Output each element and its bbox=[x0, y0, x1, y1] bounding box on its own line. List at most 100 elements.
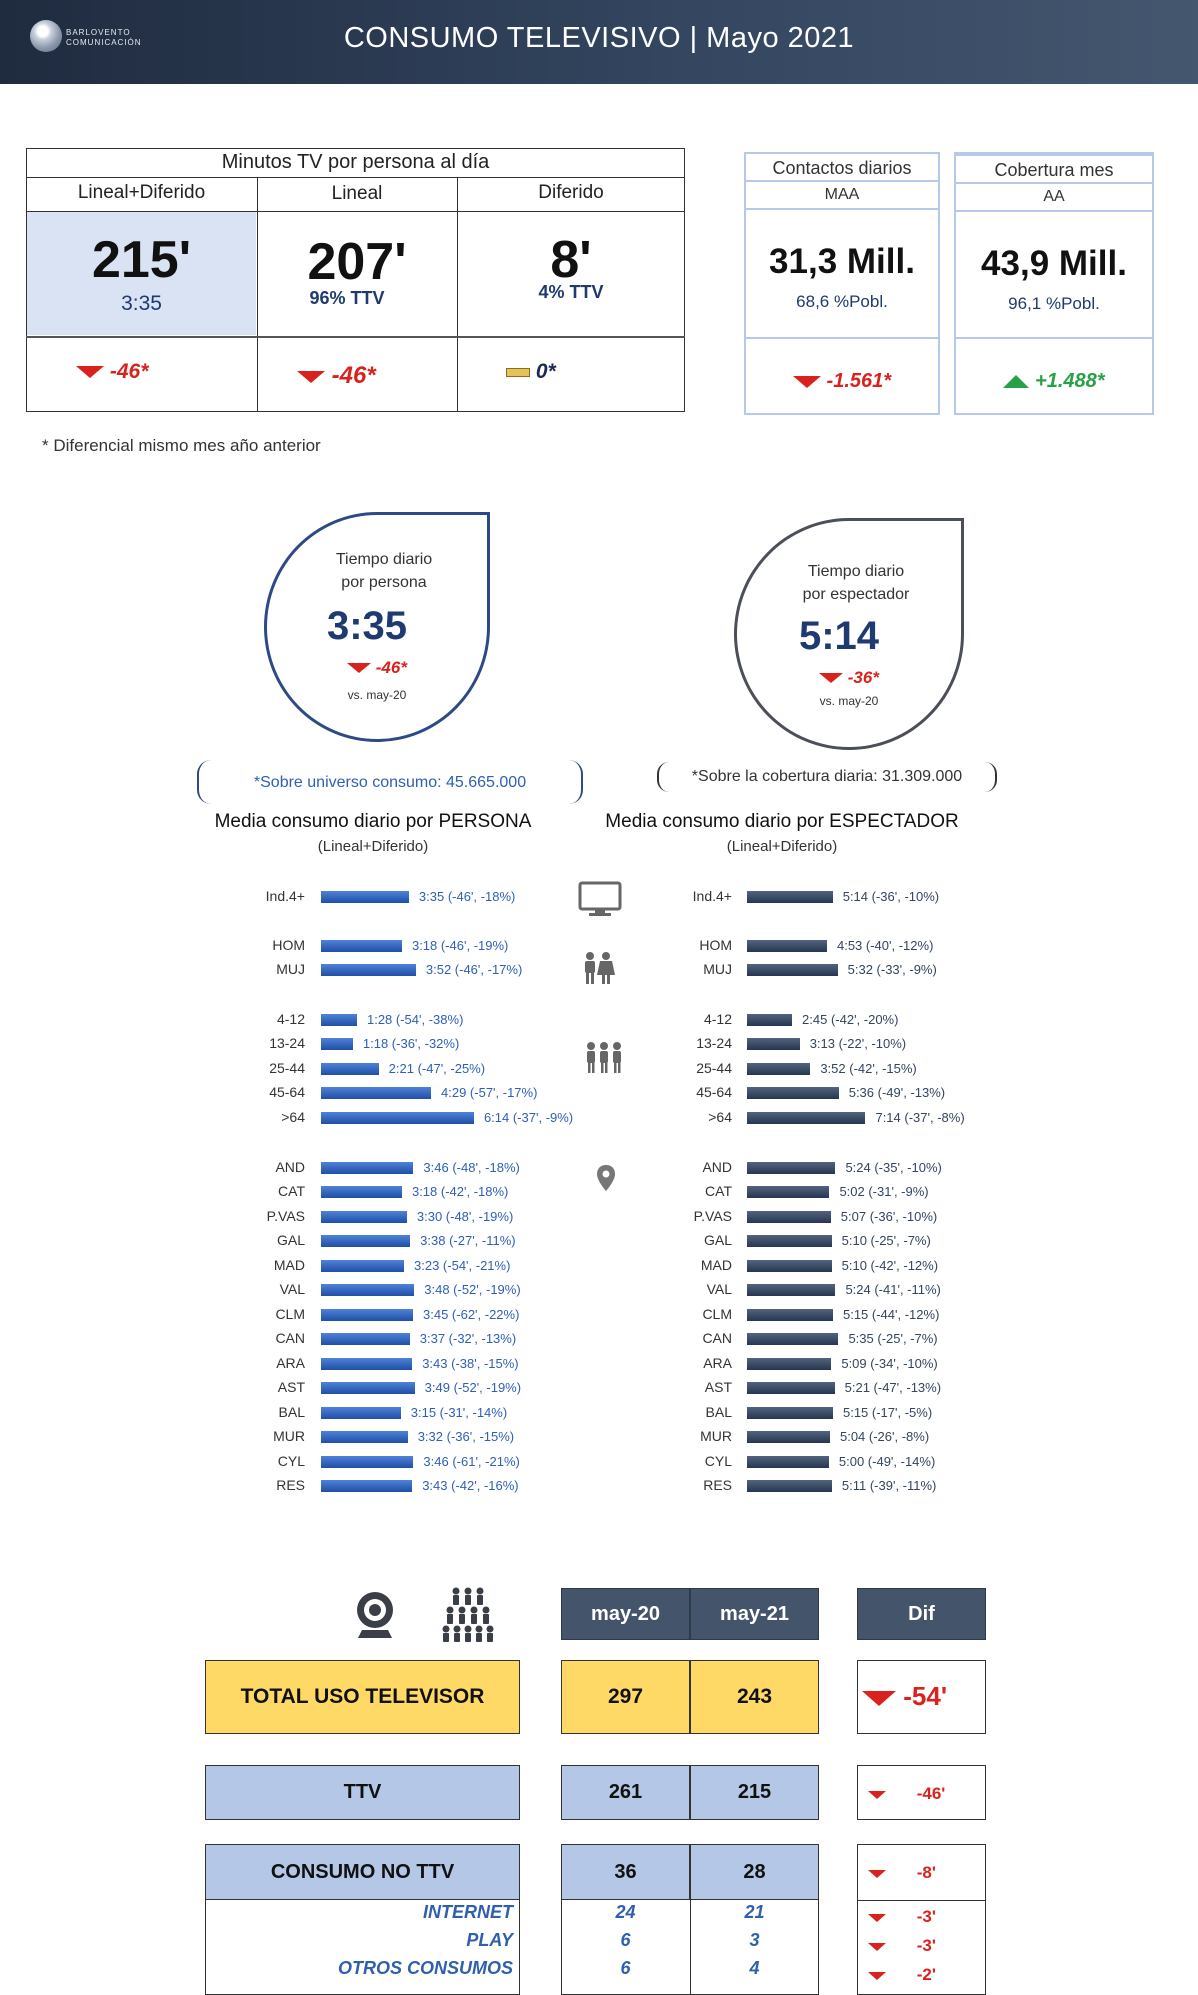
espectador-bar bbox=[747, 1235, 832, 1247]
persona-bar-value: 3:46 (-61', -21%) bbox=[423, 1454, 520, 1469]
persona-bar-label: CAN bbox=[275, 1330, 305, 1346]
espectador-bar-label: CYL bbox=[704, 1453, 732, 1469]
persona-bar bbox=[321, 1087, 432, 1099]
diff-text: -3' bbox=[916, 1936, 936, 1955]
value-lineal: 207' bbox=[307, 233, 407, 291]
col-divider bbox=[457, 177, 458, 412]
drop-espectador-line1: Tiempo diario bbox=[807, 563, 905, 580]
down-arrow-icon bbox=[347, 663, 372, 673]
otros-may20: 6 bbox=[620, 1958, 631, 1978]
play-may21: 3 bbox=[749, 1930, 760, 1950]
espectador-bar-value: 5:24 (-35', -10%) bbox=[845, 1160, 942, 1175]
chart-persona-title: Media consumo diario por PERSONA bbox=[214, 811, 532, 832]
globe-icon bbox=[30, 20, 62, 52]
espectador-bar-value: 5:02 (-31', -9%) bbox=[839, 1184, 929, 1199]
espectador-bar bbox=[747, 1407, 833, 1419]
persona-bar-label: MAD bbox=[273, 1257, 305, 1273]
persona-bar-value: 3:43 (-38', -15%) bbox=[422, 1356, 519, 1371]
persona-bar-label: 4-12 bbox=[276, 1011, 305, 1027]
drop-persona bbox=[264, 512, 490, 742]
otros-label: OTROS CONSUMOS bbox=[337, 1958, 513, 1978]
total-label: TOTAL USO TELEVISOR bbox=[205, 1660, 520, 1734]
col-divider bbox=[257, 177, 258, 412]
cobertura-title: Cobertura mes bbox=[954, 154, 1154, 184]
espectador-bar-value: 5:21 (-47', -13%) bbox=[844, 1380, 942, 1395]
diff-text: +1.488* bbox=[1035, 370, 1105, 392]
persona-bar-value: 3:45 (-62', -22%) bbox=[423, 1307, 520, 1322]
espectador-bar-label: GAL bbox=[703, 1232, 732, 1248]
persona-bar-label: 13-24 bbox=[269, 1035, 305, 1051]
persona-bar bbox=[321, 1235, 411, 1247]
chart-espectador-subtitle: (Lineal+Diferido) bbox=[726, 838, 838, 855]
persona-bar bbox=[321, 1186, 402, 1198]
espectador-bar-label: CLM bbox=[702, 1306, 732, 1322]
espectador-bar-value: 5:14 (-36', -10%) bbox=[842, 889, 940, 904]
diff-text: -46* bbox=[109, 360, 149, 383]
drop-espectador-line2: por espectador bbox=[802, 586, 910, 603]
espectador-bar-label: RES bbox=[703, 1477, 732, 1493]
espectador-bar-value: 5:35 (-25', -7%) bbox=[848, 1331, 938, 1346]
diff-lineal: -46* bbox=[297, 362, 376, 390]
value-lineal-diferido: 215' bbox=[91, 231, 192, 289]
drop-persona-vs: vs. may-20 bbox=[347, 688, 407, 702]
internet-may21: 21 bbox=[744, 1902, 765, 1922]
espectador-bar bbox=[747, 1382, 835, 1394]
persona-bar bbox=[321, 1112, 474, 1124]
persona-bar bbox=[321, 1480, 413, 1492]
persona-bar-label: Ind.4+ bbox=[265, 888, 305, 904]
persona-bar-value: 3:49 (-52', -19%) bbox=[424, 1380, 522, 1395]
diff-text: -2' bbox=[916, 1965, 936, 1984]
down-arrow-icon bbox=[868, 1870, 886, 1878]
total-may20: 297 bbox=[561, 1660, 690, 1734]
persona-bar-value: 3:43 (-42', -16%) bbox=[422, 1478, 519, 1493]
espectador-bar-value: 5:15 (-17', -5%) bbox=[842, 1405, 933, 1420]
otros-may21: 4 bbox=[749, 1958, 760, 1978]
persona-bar bbox=[321, 1309, 414, 1321]
header-dif: Dif bbox=[857, 1588, 986, 1640]
sub-lineal: 96% TTV bbox=[309, 288, 385, 308]
head-line bbox=[26, 211, 685, 212]
espectador-bar-label: P.VAS bbox=[693, 1208, 732, 1224]
espectador-bar-value: 5:07 (-36', -10%) bbox=[840, 1209, 938, 1224]
persona-bar-value: 3:18 (-42', -18%) bbox=[411, 1184, 509, 1199]
persona-bar-value: 4:29 (-57', -17%) bbox=[441, 1085, 538, 1100]
espectador-bar-value: 5:00 (-49', -14%) bbox=[838, 1454, 936, 1469]
down-arrow-icon bbox=[868, 1914, 886, 1922]
ttv-may21: 215 bbox=[690, 1765, 819, 1820]
sub-rows-mid-divider bbox=[690, 1899, 691, 1995]
persona-bar-value: 1:28 (-54', -38%) bbox=[366, 1012, 464, 1027]
drop-espectador-vs: vs. may-20 bbox=[819, 694, 879, 708]
down-arrow-icon bbox=[868, 1972, 886, 1980]
espectador-bar bbox=[747, 1087, 839, 1099]
espectador-bar-label: 13-24 bbox=[696, 1035, 732, 1051]
persona-bar-value: 2:21 (-47', -25%) bbox=[388, 1061, 486, 1076]
espectador-bar-label: 45-64 bbox=[696, 1084, 732, 1100]
play-dif: -3' bbox=[868, 1936, 936, 1956]
persona-bar-value: 3:38 (-27', -11%) bbox=[420, 1233, 516, 1248]
espectador-bar-value: 5:11 (-39', -11%) bbox=[841, 1478, 937, 1493]
persona-bar-label: HOM bbox=[272, 937, 305, 953]
espectador-bar-value: 5:04 (-26', -8%) bbox=[839, 1429, 930, 1444]
diff-lineal-diferido: -46* bbox=[76, 360, 148, 384]
contactos-sub: MAA bbox=[744, 180, 940, 210]
espectador-bar-label: >64 bbox=[708, 1109, 732, 1125]
persona-bar-label: GAL bbox=[276, 1232, 305, 1248]
header-may21: may-21 bbox=[690, 1588, 819, 1640]
ttv-may20: 261 bbox=[561, 1765, 690, 1820]
diff-diferido: 0* bbox=[506, 360, 556, 384]
down-arrow-icon bbox=[792, 375, 821, 388]
no-ttv-label: CONSUMO NO TTV bbox=[205, 1844, 520, 1900]
persona-bar-value: 3:30 (-48', -19%) bbox=[416, 1209, 514, 1224]
minutos-box bbox=[26, 148, 685, 412]
internet-may20: 24 bbox=[615, 1902, 636, 1922]
sub-lineal-diferido: 3:35 bbox=[121, 292, 162, 315]
espectador-bar bbox=[747, 964, 838, 976]
espectador-bar-label: AND bbox=[702, 1159, 732, 1175]
tv-icon bbox=[578, 881, 622, 916]
espectador-bar-label: ARA bbox=[703, 1355, 732, 1371]
play-may20: 6 bbox=[620, 1930, 631, 1950]
persona-bar-label: RES bbox=[276, 1477, 305, 1493]
chart-persona-subtitle: (Lineal+Diferido) bbox=[317, 838, 429, 855]
down-arrow-icon bbox=[862, 1690, 896, 1706]
espectador-bar bbox=[747, 1038, 800, 1050]
